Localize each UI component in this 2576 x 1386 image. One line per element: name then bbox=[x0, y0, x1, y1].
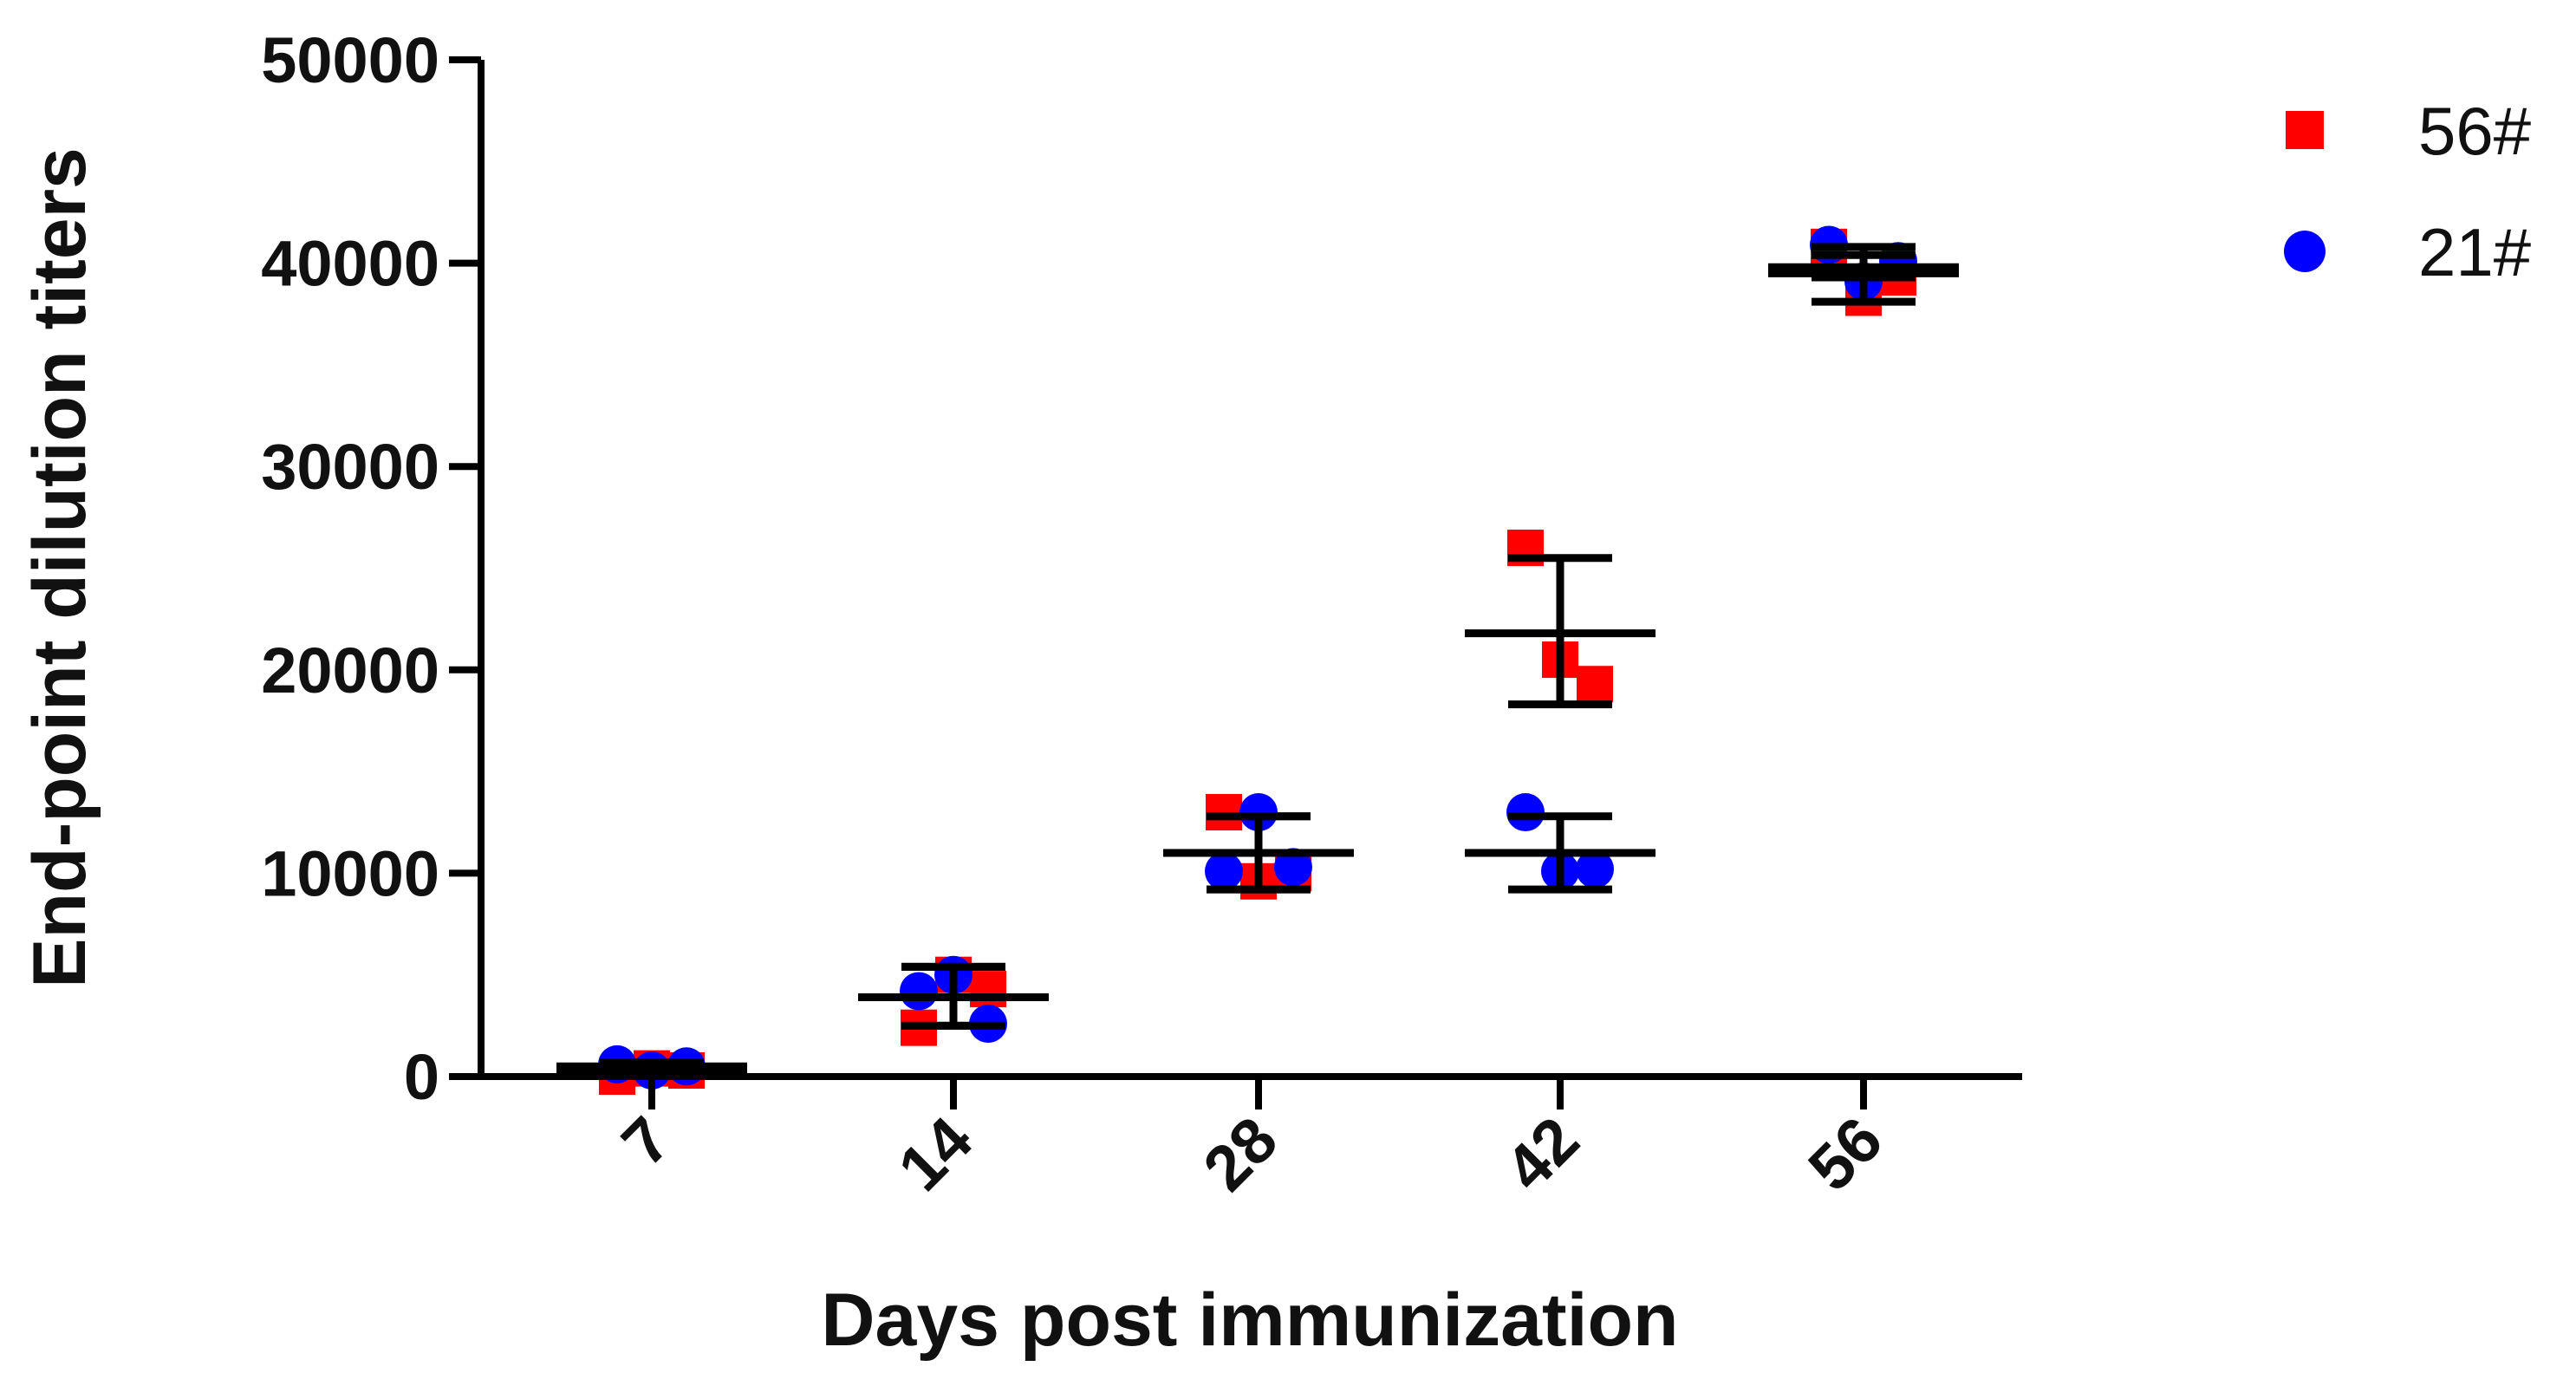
data-point-circle bbox=[1506, 793, 1545, 832]
x-tick-label: 7 bbox=[608, 1103, 685, 1180]
data-point-circle bbox=[1205, 852, 1243, 891]
legend-label: 56# bbox=[2418, 93, 2531, 169]
x-tick-label: 14 bbox=[884, 1103, 986, 1205]
y-axis-title: End-point dilution titers bbox=[18, 147, 101, 988]
x-tick-label: 28 bbox=[1189, 1103, 1291, 1205]
error-bars bbox=[556, 243, 1959, 1079]
y-tick-label: 50000 bbox=[261, 24, 439, 96]
data-point-circle bbox=[1576, 849, 1614, 888]
y-tick-label: 10000 bbox=[261, 837, 439, 909]
x-ticks: 7 14 28 42 56 bbox=[608, 1077, 1896, 1205]
y-ticks: 0 10000 20000 30000 40000 50000 bbox=[261, 24, 481, 1113]
legend-label: 21# bbox=[2418, 214, 2531, 290]
data-point-circle bbox=[900, 972, 938, 1011]
legend: 56# 21# bbox=[2284, 93, 2531, 290]
x-axis-title: Days post immunization bbox=[821, 1279, 1678, 1362]
data-point-square bbox=[970, 971, 1006, 1008]
data-point-circle bbox=[1274, 848, 1312, 887]
data-point-square bbox=[1206, 794, 1242, 831]
y-tick-label: 30000 bbox=[261, 431, 439, 503]
x-tick-label: 42 bbox=[1491, 1103, 1592, 1205]
plot-marks bbox=[598, 225, 1917, 1095]
y-tick-label: 40000 bbox=[261, 228, 439, 300]
legend-marker-circle bbox=[2284, 231, 2326, 272]
y-tick-label: 0 bbox=[404, 1041, 439, 1113]
data-point-square bbox=[1577, 666, 1613, 703]
data-point-circle bbox=[1239, 793, 1278, 832]
y-tick-label: 20000 bbox=[261, 634, 439, 706]
legend-marker-square bbox=[2286, 111, 2324, 149]
x-tick-label: 56 bbox=[1794, 1103, 1896, 1205]
